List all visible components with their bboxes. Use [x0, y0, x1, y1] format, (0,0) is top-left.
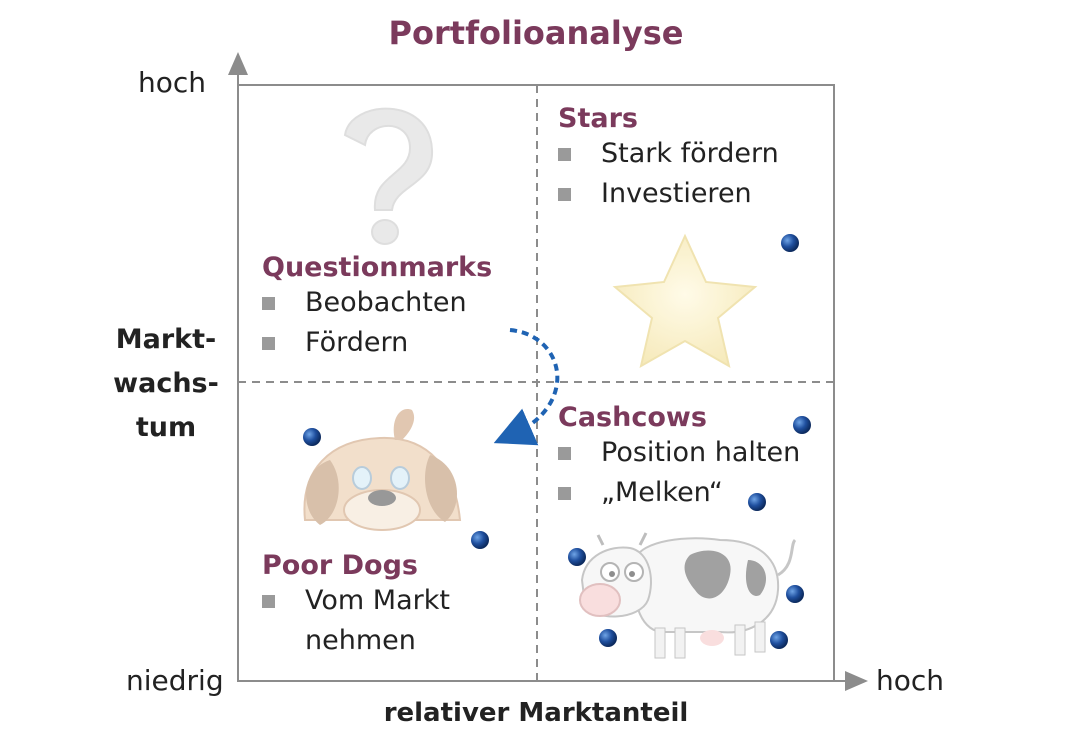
quadrant-stars: Stars Stark fördern Investieren	[558, 103, 801, 214]
bullet-square-icon	[262, 297, 275, 310]
x-axis-high-label: hoch	[876, 664, 945, 697]
quadrant-poor-dogs: Poor Dogs Vom Markt nehmen	[262, 550, 495, 661]
product-dot	[568, 548, 586, 566]
product-dots	[303, 234, 811, 649]
quadrant-title: Cashcows	[558, 402, 707, 433]
y-axis-label: Markt- wachs- tum	[113, 324, 219, 443]
bullet-square-icon	[558, 188, 571, 201]
quadrant-title: Stars	[558, 103, 638, 134]
x-axis-arrow-icon	[845, 671, 868, 691]
product-dot	[748, 493, 766, 511]
y-axis-high-label: hoch	[138, 66, 207, 99]
list-item: Fördern	[262, 323, 505, 363]
page-title: Portfolioanalyse	[388, 14, 684, 52]
product-dot	[599, 629, 617, 647]
list-item: Beobachten	[262, 283, 505, 323]
product-dot	[303, 428, 321, 446]
bullet-square-icon	[558, 487, 571, 500]
bullet-square-icon	[558, 148, 571, 161]
quadrant-cashcows: Cashcows Position halten „Melken“	[558, 402, 801, 513]
dog-icon	[303, 409, 462, 531]
list-item: „Melken“	[558, 473, 801, 513]
product-dot	[786, 585, 804, 603]
bullet-square-icon	[262, 337, 275, 350]
transition-arrow-icon	[493, 328, 560, 446]
y-axis-low-label: niedrig	[126, 664, 224, 697]
bullet-square-icon	[558, 447, 571, 460]
product-dot	[471, 531, 489, 549]
bullet-square-icon	[262, 595, 275, 608]
cow-icon	[579, 532, 797, 659]
product-dot	[793, 416, 811, 434]
list-item: Vom Markt nehmen	[262, 581, 495, 661]
quadrant-questionmarks: Questionmarks Beobachten Fördern	[262, 252, 505, 363]
question-mark-icon	[343, 107, 434, 245]
quadrant-title: Questionmarks	[262, 252, 493, 283]
list-item: Stark fördern	[558, 134, 801, 174]
list-item: Investieren	[558, 174, 801, 214]
x-axis-label: relativer Marktanteil	[383, 698, 689, 728]
product-dot	[770, 631, 788, 649]
list-item: Position halten	[558, 433, 801, 473]
quadrant-title: Poor Dogs	[262, 550, 418, 581]
y-axis-arrow-icon	[228, 52, 248, 75]
product-dot	[781, 234, 799, 252]
star-icon	[612, 233, 758, 368]
